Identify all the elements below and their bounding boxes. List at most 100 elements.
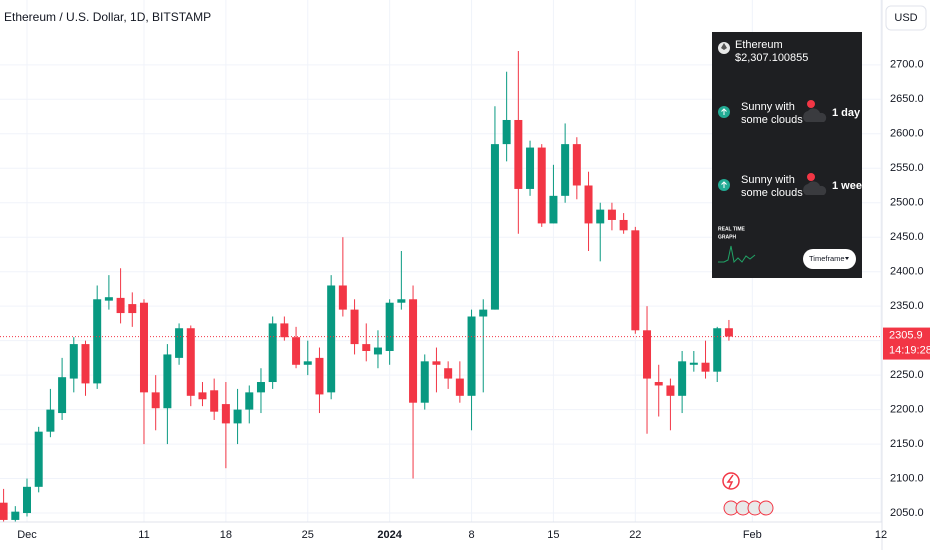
cloud [803,181,827,195]
price-tag-value: 2305.9 [889,329,923,341]
candle-body [292,337,301,365]
y-tick-label: 2400.0 [890,266,924,278]
candle-body [643,330,652,379]
candle-body [46,409,55,432]
forecast-period: 1 week [832,180,869,192]
candle-body [58,377,67,414]
y-tick-label: 2500.0 [890,197,924,209]
widget-price: $2,307.100855 [735,52,808,64]
candle-body [572,144,581,186]
candle-body [163,354,172,409]
candle-body [607,209,616,220]
sun [807,173,815,181]
forecast-period: 1 day [832,107,861,119]
candle-body [233,409,242,424]
y-tick-label: 2150.0 [890,438,924,450]
candle-body [432,361,441,365]
chart-title: Ethereum / U.S. Dollar, 1D, BITSTAMP [4,10,211,24]
forecast-text: some clouds [741,114,803,126]
candle-body [537,147,546,224]
candle-body [280,323,289,338]
y-tick-label: 2450.0 [890,231,924,243]
y-tick-label: 2550.0 [890,162,924,174]
candle-body [327,285,336,393]
y-tick-label: 2650.0 [890,93,924,105]
candle-body [701,362,710,372]
candle-body [479,309,488,317]
y-tick-label: 2100.0 [890,472,924,484]
dropdown-caret [845,257,849,260]
flag[interactable] [758,500,774,516]
candle-body [420,361,429,403]
candle-body [256,382,265,393]
candles [0,51,882,522]
candle-body [268,323,277,383]
timeframe-button[interactable] [803,249,856,269]
candle-body [350,309,359,345]
candle-body [139,302,148,393]
candle-body [584,185,593,224]
currency-button[interactable] [885,5,927,31]
candle-body [315,357,324,395]
x-tick-label: 25 [302,529,314,541]
candle-body [561,144,570,196]
event-icon[interactable] [722,472,740,490]
trend-arrow [721,108,727,115]
candle-body [514,119,523,189]
candle-body [198,392,207,400]
candle-body [549,195,558,224]
x-tick-label: 8 [468,529,474,541]
sparkline [718,245,756,264]
candle-body [116,297,125,314]
candle-body [490,144,499,310]
widget-asset: Ethereum [735,39,783,51]
x-tick-label: 2024 [377,529,402,541]
candle-body [303,361,312,365]
candle-body [631,230,640,331]
candle-body [409,299,418,403]
trend-arrow [721,181,727,188]
candle-body [186,328,195,396]
candle-body [373,347,382,355]
candle-body [338,285,347,310]
candle-body [724,328,733,337]
forecast-text: some clouds [741,187,803,199]
event-glyph [726,474,734,489]
candle-body [175,328,184,358]
y-tick-label: 2200.0 [890,404,924,416]
candle-body [362,344,371,351]
candle-body [34,431,43,487]
candle-body [385,302,394,351]
x-tick-label: 22 [629,529,641,541]
candle-body [689,362,698,365]
price-tag-countdown: 14:19:28 [889,344,932,356]
candle-body [502,119,511,145]
candle-body [245,392,254,410]
eth-glyph [721,43,727,50]
y-tick-label: 2250.0 [890,369,924,381]
candle-body [467,316,476,396]
timeframe-label: Timeframe [809,254,845,263]
candle-body [596,209,605,224]
y-tick-label: 2700.0 [890,59,924,71]
graph-label: GRAPH [718,234,736,240]
candle-body [619,219,628,231]
forecast-text: Sunny with [741,101,795,113]
candle-body [455,378,464,396]
x-tick-label: Dec [17,529,37,541]
candle-body [397,299,406,303]
x-tick-label: Feb [743,529,762,541]
candle-body [526,147,535,189]
candle-body [444,368,453,379]
candle-body [210,390,219,412]
candle-body [654,382,663,386]
candle-body [93,299,102,384]
currency-label: USD [894,12,917,24]
y-tick-label: 2350.0 [890,300,924,312]
candle-body [713,328,722,372]
candle-body [666,385,675,396]
cloud [803,108,827,122]
